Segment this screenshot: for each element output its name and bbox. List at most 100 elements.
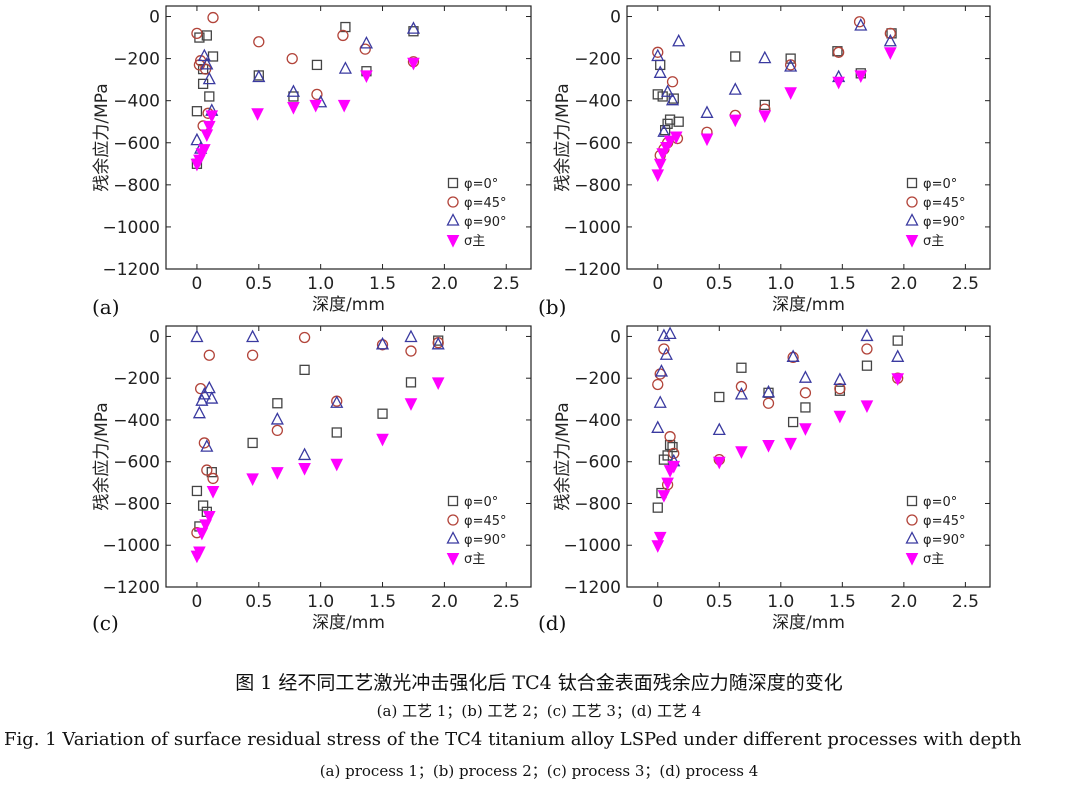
- x-tick-label: 2.5: [493, 592, 520, 612]
- data-point: [190, 329, 204, 343]
- legend-item: φ=90°: [446, 213, 507, 230]
- data-point: [663, 326, 677, 340]
- data-point: [286, 52, 298, 65]
- y-tick-label: −200: [574, 369, 621, 389]
- data-point: [860, 400, 874, 413]
- legend-label: φ=90°: [464, 215, 507, 230]
- data-point: [668, 447, 680, 460]
- y-tick-label: 0: [610, 327, 621, 347]
- data-point: [735, 380, 748, 393]
- x-tick-label: 2.5: [952, 274, 979, 294]
- legend-item: σ主: [446, 552, 485, 567]
- series-phi0: [191, 335, 444, 532]
- data-point: [786, 349, 800, 362]
- y-tick-label: −800: [113, 176, 160, 196]
- data-point: [758, 110, 772, 124]
- data-point: [657, 124, 671, 137]
- data-point: [664, 431, 676, 443]
- data-point: [853, 16, 866, 28]
- legend-marker: [905, 213, 919, 226]
- data-point: [360, 70, 373, 84]
- legend-marker: [447, 196, 459, 208]
- legend-label: φ=90°: [464, 533, 507, 548]
- x-tick-label: 1.5: [369, 274, 396, 294]
- x-tick-label: 1.0: [307, 274, 334, 294]
- data-point: [286, 84, 301, 97]
- y-tick-label: 0: [149, 8, 160, 28]
- data-point: [832, 46, 843, 57]
- caption-chinese-subpanels: (a) 工艺 1；(b) 工艺 2；(c) 工艺 3；(d) 工艺 4: [376, 702, 702, 720]
- legend-item: φ=90°: [446, 531, 507, 548]
- data-point: [653, 158, 667, 172]
- chart-panel-4: 0 0.5 1.0 1.5 2.0 2.5 0 −200 −400 −600 −800 −1000 −1…: [538, 325, 991, 635]
- data-point: [192, 405, 206, 419]
- data-point: [861, 343, 873, 355]
- y-tick-label: 0: [149, 327, 160, 347]
- y-tick-label: −1000: [563, 536, 621, 556]
- data-point: [891, 349, 905, 362]
- data-point: [884, 47, 897, 60]
- data-point: [404, 329, 418, 343]
- data-point: [207, 472, 219, 485]
- data-point: [202, 71, 216, 85]
- data-point: [762, 440, 775, 453]
- x-tick-label: 1.0: [767, 592, 794, 612]
- data-point: [193, 546, 206, 560]
- data-point: [700, 105, 714, 118]
- data-point: [195, 527, 209, 541]
- data-point: [784, 59, 798, 72]
- x-tick-label: 0: [652, 592, 663, 612]
- panel-label: (b): [538, 295, 566, 319]
- y-tick-label: −1000: [563, 218, 621, 238]
- data-point: [201, 30, 212, 41]
- legend-item: σ主: [446, 234, 485, 249]
- legend-item: φ=45°: [447, 514, 507, 529]
- legend-label: σ主: [923, 552, 944, 567]
- data-point: [854, 18, 868, 31]
- x-tick-label: 1.5: [829, 592, 856, 612]
- data-point: [299, 364, 310, 375]
- data-point: [298, 447, 312, 461]
- data-point: [272, 398, 283, 409]
- x-tick-label: 0.5: [706, 274, 733, 294]
- legend-label: φ=0°: [464, 495, 498, 510]
- data-point: [884, 27, 896, 40]
- data-point: [714, 391, 725, 403]
- data-point: [657, 490, 671, 503]
- x-tick-label: 2.0: [431, 592, 458, 612]
- y-tick-label: −1200: [102, 260, 160, 280]
- x-tick-label: 0: [192, 592, 203, 612]
- legend-item: φ=45°: [906, 514, 966, 529]
- legend-label: φ=45°: [923, 514, 966, 529]
- data-point: [202, 120, 216, 134]
- data-point: [799, 387, 812, 399]
- data-point: [271, 424, 284, 437]
- data-point: [659, 124, 671, 136]
- legend-item: φ=45°: [906, 196, 966, 211]
- x-tick-label: 1.5: [829, 274, 856, 294]
- y-tick-label: −800: [574, 176, 621, 196]
- data-point: [651, 540, 665, 553]
- legend-item: φ=0°: [447, 177, 498, 192]
- x-tick-label: 2.0: [890, 592, 917, 612]
- x-tick-label: 2.5: [493, 274, 520, 294]
- legend-item: φ=0°: [447, 495, 498, 510]
- series-sigma: [190, 377, 445, 564]
- y-axis-label: 残余应力/MPa: [92, 402, 112, 510]
- x-tick-label: 0.5: [706, 592, 733, 612]
- y-tick-label: −1200: [563, 578, 621, 598]
- chart-panel-2: 0 0.5 1.0 1.5 2.0 2.5 0 −200 −400 −600 −800 −1000 −1…: [538, 5, 991, 319]
- legend-item: φ=45°: [447, 196, 507, 211]
- data-point: [861, 360, 873, 371]
- data-point: [405, 377, 417, 388]
- data-point: [799, 423, 812, 436]
- y-tick-label: −600: [574, 134, 621, 154]
- legend-marker: [446, 235, 460, 248]
- legend-label: φ=90°: [923, 215, 966, 230]
- y-tick-label: −600: [574, 453, 621, 473]
- data-point: [270, 412, 284, 425]
- data-point: [860, 328, 874, 342]
- data-point: [309, 99, 323, 113]
- y-tick-label: −200: [113, 369, 160, 389]
- data-point: [271, 467, 284, 480]
